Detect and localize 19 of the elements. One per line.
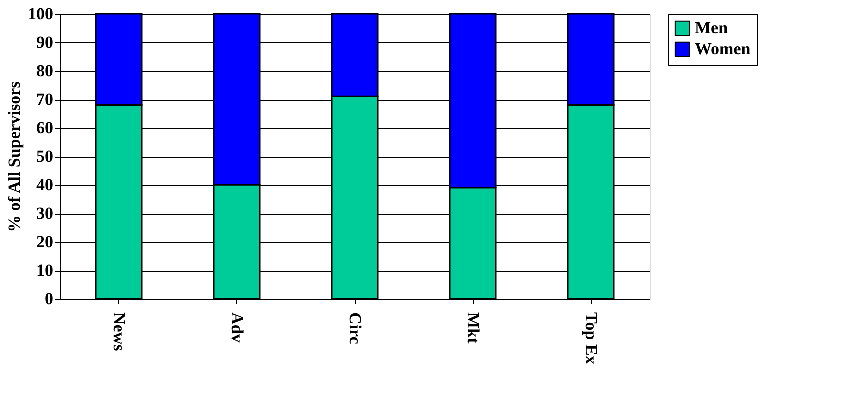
y-tick-label: 90 xyxy=(36,33,54,52)
y-tick-label: 70 xyxy=(36,90,54,109)
legend-label: Men xyxy=(695,18,729,38)
x-tick-label: Circ xyxy=(346,312,365,345)
x-tick-label: Adv xyxy=(228,312,247,344)
y-tick-label: 20 xyxy=(36,232,54,252)
y-tick-label: 30 xyxy=(36,204,54,223)
legend-label: Women xyxy=(695,40,752,58)
y-tick-label: 100 xyxy=(28,4,54,24)
x-tick-label: News xyxy=(110,312,129,352)
y-tick-label: 0 xyxy=(45,290,54,308)
x-tick-label: Mkt xyxy=(464,312,483,344)
y-tick-label: 10 xyxy=(36,261,54,280)
y-tick-label: 40 xyxy=(36,176,54,194)
y-tick-label: 80 xyxy=(36,62,54,80)
y-axis-title: % of All Supervisors xyxy=(5,81,24,232)
x-tick-label: Top Ex xyxy=(582,312,601,365)
y-tick-label: 50 xyxy=(36,147,54,166)
y-tick-label: 60 xyxy=(36,118,54,138)
